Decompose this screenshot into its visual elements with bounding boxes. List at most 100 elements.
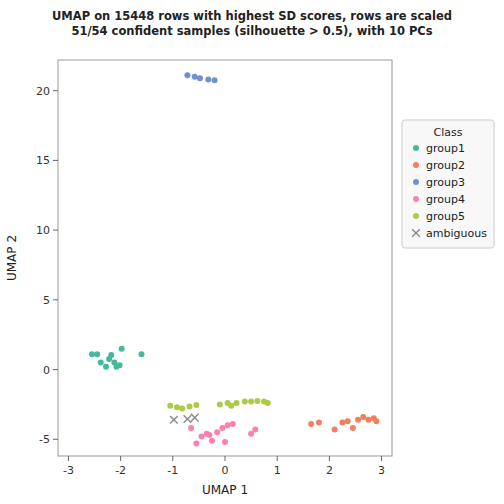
point	[230, 421, 236, 427]
point	[184, 72, 190, 78]
point	[248, 399, 254, 405]
point	[103, 364, 109, 370]
point	[119, 346, 125, 352]
x-tick-label: 0	[222, 464, 229, 477]
point	[360, 414, 366, 420]
point	[254, 398, 260, 404]
point	[199, 433, 205, 439]
point	[206, 432, 212, 438]
point	[98, 360, 104, 366]
legend-marker	[413, 145, 419, 151]
legend-label: group3	[426, 176, 465, 189]
point	[192, 74, 198, 80]
legend-label: group2	[426, 159, 465, 172]
x-tick-label: 3	[378, 464, 385, 477]
x-tick	[120, 456, 121, 461]
point	[228, 403, 234, 409]
point	[167, 403, 173, 409]
point	[339, 420, 345, 426]
x-tick-label: 1	[274, 464, 281, 477]
point	[193, 402, 199, 408]
legend-marker	[413, 162, 419, 168]
point	[170, 416, 178, 424]
x-tick	[277, 456, 278, 461]
point	[316, 420, 322, 426]
point	[89, 351, 95, 357]
point	[94, 351, 100, 357]
y-tick	[53, 160, 58, 161]
marks	[89, 72, 379, 446]
title: UMAP on 15448 rows with highest SD score…	[52, 9, 452, 38]
series	[308, 414, 379, 433]
point	[222, 439, 228, 445]
y-axis-label: UMAP 2	[5, 235, 19, 281]
point	[214, 429, 220, 435]
point	[191, 414, 199, 422]
y-tick-label: 0	[43, 364, 50, 377]
point	[225, 422, 231, 428]
series	[184, 72, 217, 83]
point	[355, 417, 361, 423]
point	[205, 77, 211, 83]
point	[188, 425, 194, 431]
x-tick	[172, 456, 173, 461]
y-tick-label: 5	[43, 294, 50, 307]
point	[219, 425, 225, 431]
point	[187, 404, 193, 410]
y-tick-label: 10	[36, 224, 50, 237]
y-tick	[53, 439, 58, 440]
point	[233, 400, 239, 406]
legend: Class group1 group2 group3 group4 group5 ambig…	[402, 120, 494, 248]
point	[174, 404, 180, 410]
point	[212, 77, 218, 83]
point	[366, 417, 372, 423]
point	[252, 427, 258, 433]
point	[350, 425, 356, 431]
point	[373, 418, 379, 424]
series	[188, 421, 258, 447]
point	[179, 406, 185, 412]
y-tick	[53, 299, 58, 300]
legend-label: group4	[426, 193, 465, 206]
y-tick-label: 15	[36, 154, 50, 167]
point	[265, 400, 271, 406]
legend-marker	[413, 213, 419, 219]
series	[167, 398, 271, 412]
point	[332, 427, 338, 433]
point	[217, 401, 223, 407]
x-tick	[329, 456, 330, 461]
chart: UMAP on 15448 rows with highest SD score…	[0, 0, 504, 504]
x-tick-label: -3	[63, 464, 74, 477]
y-tick	[53, 369, 58, 370]
x-tick	[68, 456, 69, 461]
point	[197, 75, 203, 81]
y-tick-label: 20	[36, 85, 50, 98]
legend-label: group5	[426, 210, 465, 223]
y-tick	[53, 90, 58, 91]
y-tick	[53, 230, 58, 231]
legend-marker	[412, 229, 420, 237]
x-tick	[225, 456, 226, 461]
series	[170, 414, 198, 424]
legend-marker	[413, 196, 419, 202]
point	[117, 362, 123, 368]
legend-box	[402, 120, 494, 248]
point	[242, 399, 248, 405]
legend-title: Class	[434, 126, 463, 139]
legend-label: group1	[426, 142, 465, 155]
plot-frame	[58, 60, 392, 456]
x-axis: -3-2-10123	[63, 456, 385, 477]
point	[139, 351, 145, 357]
point	[209, 438, 215, 444]
point	[308, 421, 314, 427]
x-axis-label: UMAP 1	[202, 483, 248, 497]
legend-marker	[413, 179, 419, 185]
point	[193, 440, 199, 446]
point	[184, 415, 192, 423]
point	[108, 352, 114, 358]
x-tick-label: 2	[326, 464, 333, 477]
x-tick-label: -2	[115, 464, 126, 477]
legend-label: ambiguous	[426, 227, 487, 240]
series	[89, 346, 145, 370]
point	[345, 418, 351, 424]
